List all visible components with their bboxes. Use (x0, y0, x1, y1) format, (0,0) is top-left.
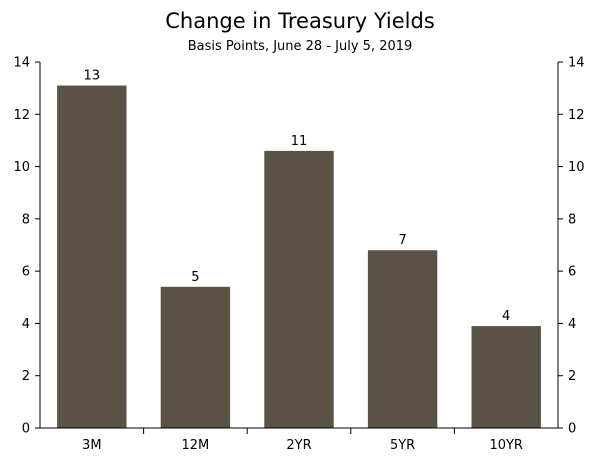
y-tick-label-left: 14 (13, 56, 30, 71)
bar-3m (57, 85, 127, 429)
axes-layer (35, 61, 563, 434)
chart-subtitle: Basis Points, June 28 - July 5, 2019 (187, 39, 413, 54)
bar-2yr (264, 150, 334, 428)
y-tick-label-left: 0 (22, 422, 30, 437)
y-tick-label-right: 10 (568, 160, 585, 175)
labels-layer: 13 3M 5 12M 11 2YR 7 5YR 4 10YR 0 0 2 2 4 4 6 6 8 8 10 10 12 12… (13, 56, 584, 454)
y-tick-label-right: 14 (568, 56, 585, 71)
bar-5yr (367, 250, 438, 428)
x-tick-label: 3M (82, 438, 102, 453)
y-tick-label-left: 2 (22, 369, 30, 384)
bar-12m (160, 286, 231, 428)
data-label: 13 (84, 69, 101, 84)
y-tick-label-left: 8 (22, 212, 30, 227)
y-tick-label-right: 2 (568, 369, 576, 384)
y-tick-label-right: 6 (568, 265, 576, 280)
data-label: 5 (191, 270, 199, 285)
bar-10yr (471, 326, 541, 428)
y-tick-label-right: 4 (568, 317, 576, 332)
x-tick-label: 10YR (489, 438, 523, 453)
y-tick-label-left: 10 (13, 160, 30, 175)
y-tick-label-right: 12 (568, 108, 585, 123)
x-tick-label: 12M (182, 438, 210, 453)
data-label: 4 (502, 309, 510, 324)
x-tick-label: 5YR (390, 438, 415, 453)
y-tick-label-right: 0 (568, 422, 576, 437)
data-label: 7 (398, 233, 406, 248)
y-tick-label-left: 4 (22, 317, 30, 332)
chart-title: Change in Treasury Yields (165, 9, 435, 33)
y-tick-label-left: 12 (13, 108, 30, 123)
y-tick-label-left: 6 (22, 265, 30, 280)
x-tick-label: 2YR (286, 438, 311, 453)
y-tick-label-right: 8 (568, 212, 576, 227)
data-label: 11 (291, 134, 308, 149)
bars-layer (57, 85, 541, 429)
